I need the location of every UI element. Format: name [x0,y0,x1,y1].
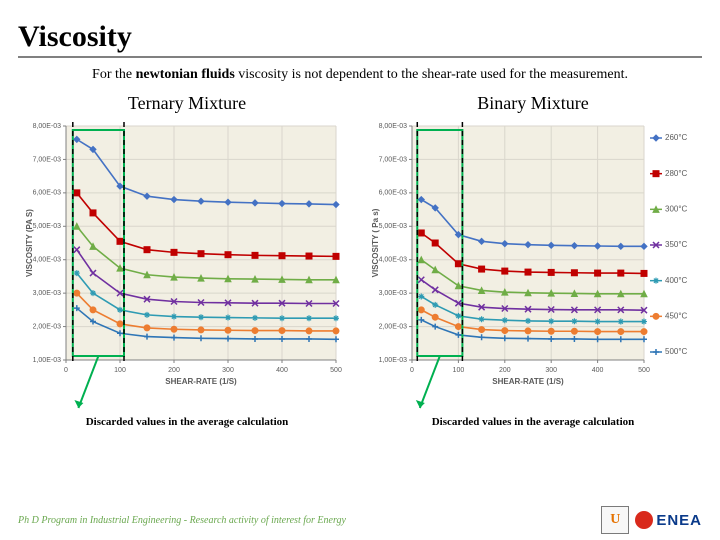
svg-text:4,00E-03: 4,00E-03 [379,256,408,263]
charts-row: Ternary Mixture 0 100 200 300 400 500 1,00E-03… [18,93,702,428]
svg-text:500°C: 500°C [665,347,688,356]
svg-text:500: 500 [330,367,342,374]
left-chart-wrap: 0 100 200 300 400 500 1,00E-03 2,00E-03 3,00E-03… [18,118,348,388]
left-chart: 0 100 200 300 400 500 1,00E-03 2,00E-03 3,00E-03… [18,118,348,388]
svg-text:6,00E-03: 6,00E-03 [379,190,408,197]
left-discard-note: Discarded values in the average calculat… [18,416,356,428]
svg-text:1,00E-03: 1,00E-03 [379,357,408,364]
right-discard-note: Discarded values in the average calculat… [364,416,702,428]
enea-logo: ENEA [635,511,702,529]
svg-text:300: 300 [222,367,234,374]
svg-text:300°C: 300°C [665,204,688,213]
svg-text:4,00E-03: 4,00E-03 [33,256,62,263]
enea-dot-icon [635,511,653,529]
svg-text:350°C: 350°C [665,240,688,249]
svg-text:100: 100 [453,367,465,374]
svg-text:VISCOSITY ( Pa s): VISCOSITY ( Pa s) [371,208,380,277]
logos: U ENEA [601,506,702,534]
footer: Ph D Program in Industrial Engineering -… [0,506,720,534]
footer-text: Ph D Program in Industrial Engineering -… [18,515,346,526]
svg-text:5,00E-03: 5,00E-03 [379,223,408,230]
logo-u-letter: U [610,512,620,528]
svg-text:400°C: 400°C [665,276,688,285]
page-title: Viscosity [18,20,702,54]
left-chart-col: Ternary Mixture 0 100 200 300 400 500 1,00E-03… [18,93,356,428]
svg-text:200: 200 [168,367,180,374]
svg-text:0: 0 [410,367,414,374]
right-chart-col: Binary Mixture 0 100 200 300 400 500 1,00E-03 2… [364,93,702,428]
svg-text:0: 0 [64,367,68,374]
svg-text:1,00E-03: 1,00E-03 [33,357,62,364]
svg-text:400: 400 [592,367,604,374]
right-chart-title: Binary Mixture [364,93,702,114]
intro-bold: newtonian fluids [136,67,235,82]
svg-text:6,00E-03: 6,00E-03 [33,190,62,197]
university-logo: U [601,506,629,534]
svg-text:2,00E-03: 2,00E-03 [379,323,408,330]
svg-text:450°C: 450°C [665,311,688,320]
left-chart-title: Ternary Mixture [18,93,356,114]
title-rule [18,56,702,58]
svg-text:200: 200 [499,367,511,374]
slide: Viscosity For the newtonian fluids visco… [0,0,720,540]
svg-text:8,00E-03: 8,00E-03 [33,123,62,130]
svg-text:8,00E-03: 8,00E-03 [379,123,408,130]
svg-text:400: 400 [276,367,288,374]
svg-text:500: 500 [638,367,650,374]
intro-after: viscosity is not dependent to the shear-… [235,67,628,82]
intro-before: For the [92,67,136,82]
enea-text: ENEA [656,512,702,529]
svg-text:300: 300 [545,367,557,374]
svg-text:3,00E-03: 3,00E-03 [379,290,408,297]
svg-text:SHEAR-RATE (1/S): SHEAR-RATE (1/S) [492,377,564,386]
intro-text: For the newtonian fluids viscosity is no… [59,66,661,85]
svg-text:SHEAR-RATE (1/S): SHEAR-RATE (1/S) [165,377,237,386]
svg-text:5,00E-03: 5,00E-03 [33,223,62,230]
svg-text:280°C: 280°C [665,169,688,178]
svg-text:VISCOSITY (PA S): VISCOSITY (PA S) [25,209,34,277]
svg-text:100: 100 [114,367,126,374]
svg-text:2,00E-03: 2,00E-03 [33,323,62,330]
svg-text:7,00E-03: 7,00E-03 [33,156,62,163]
svg-text:3,00E-03: 3,00E-03 [33,290,62,297]
svg-text:7,00E-03: 7,00E-03 [379,156,408,163]
right-chart-wrap: 0 100 200 300 400 500 1,00E-03 2,00E-03 3,00E-03… [364,118,694,388]
svg-text:260°C: 260°C [665,133,688,142]
right-chart: 0 100 200 300 400 500 1,00E-03 2,00E-03 3,00E-03… [364,118,694,388]
